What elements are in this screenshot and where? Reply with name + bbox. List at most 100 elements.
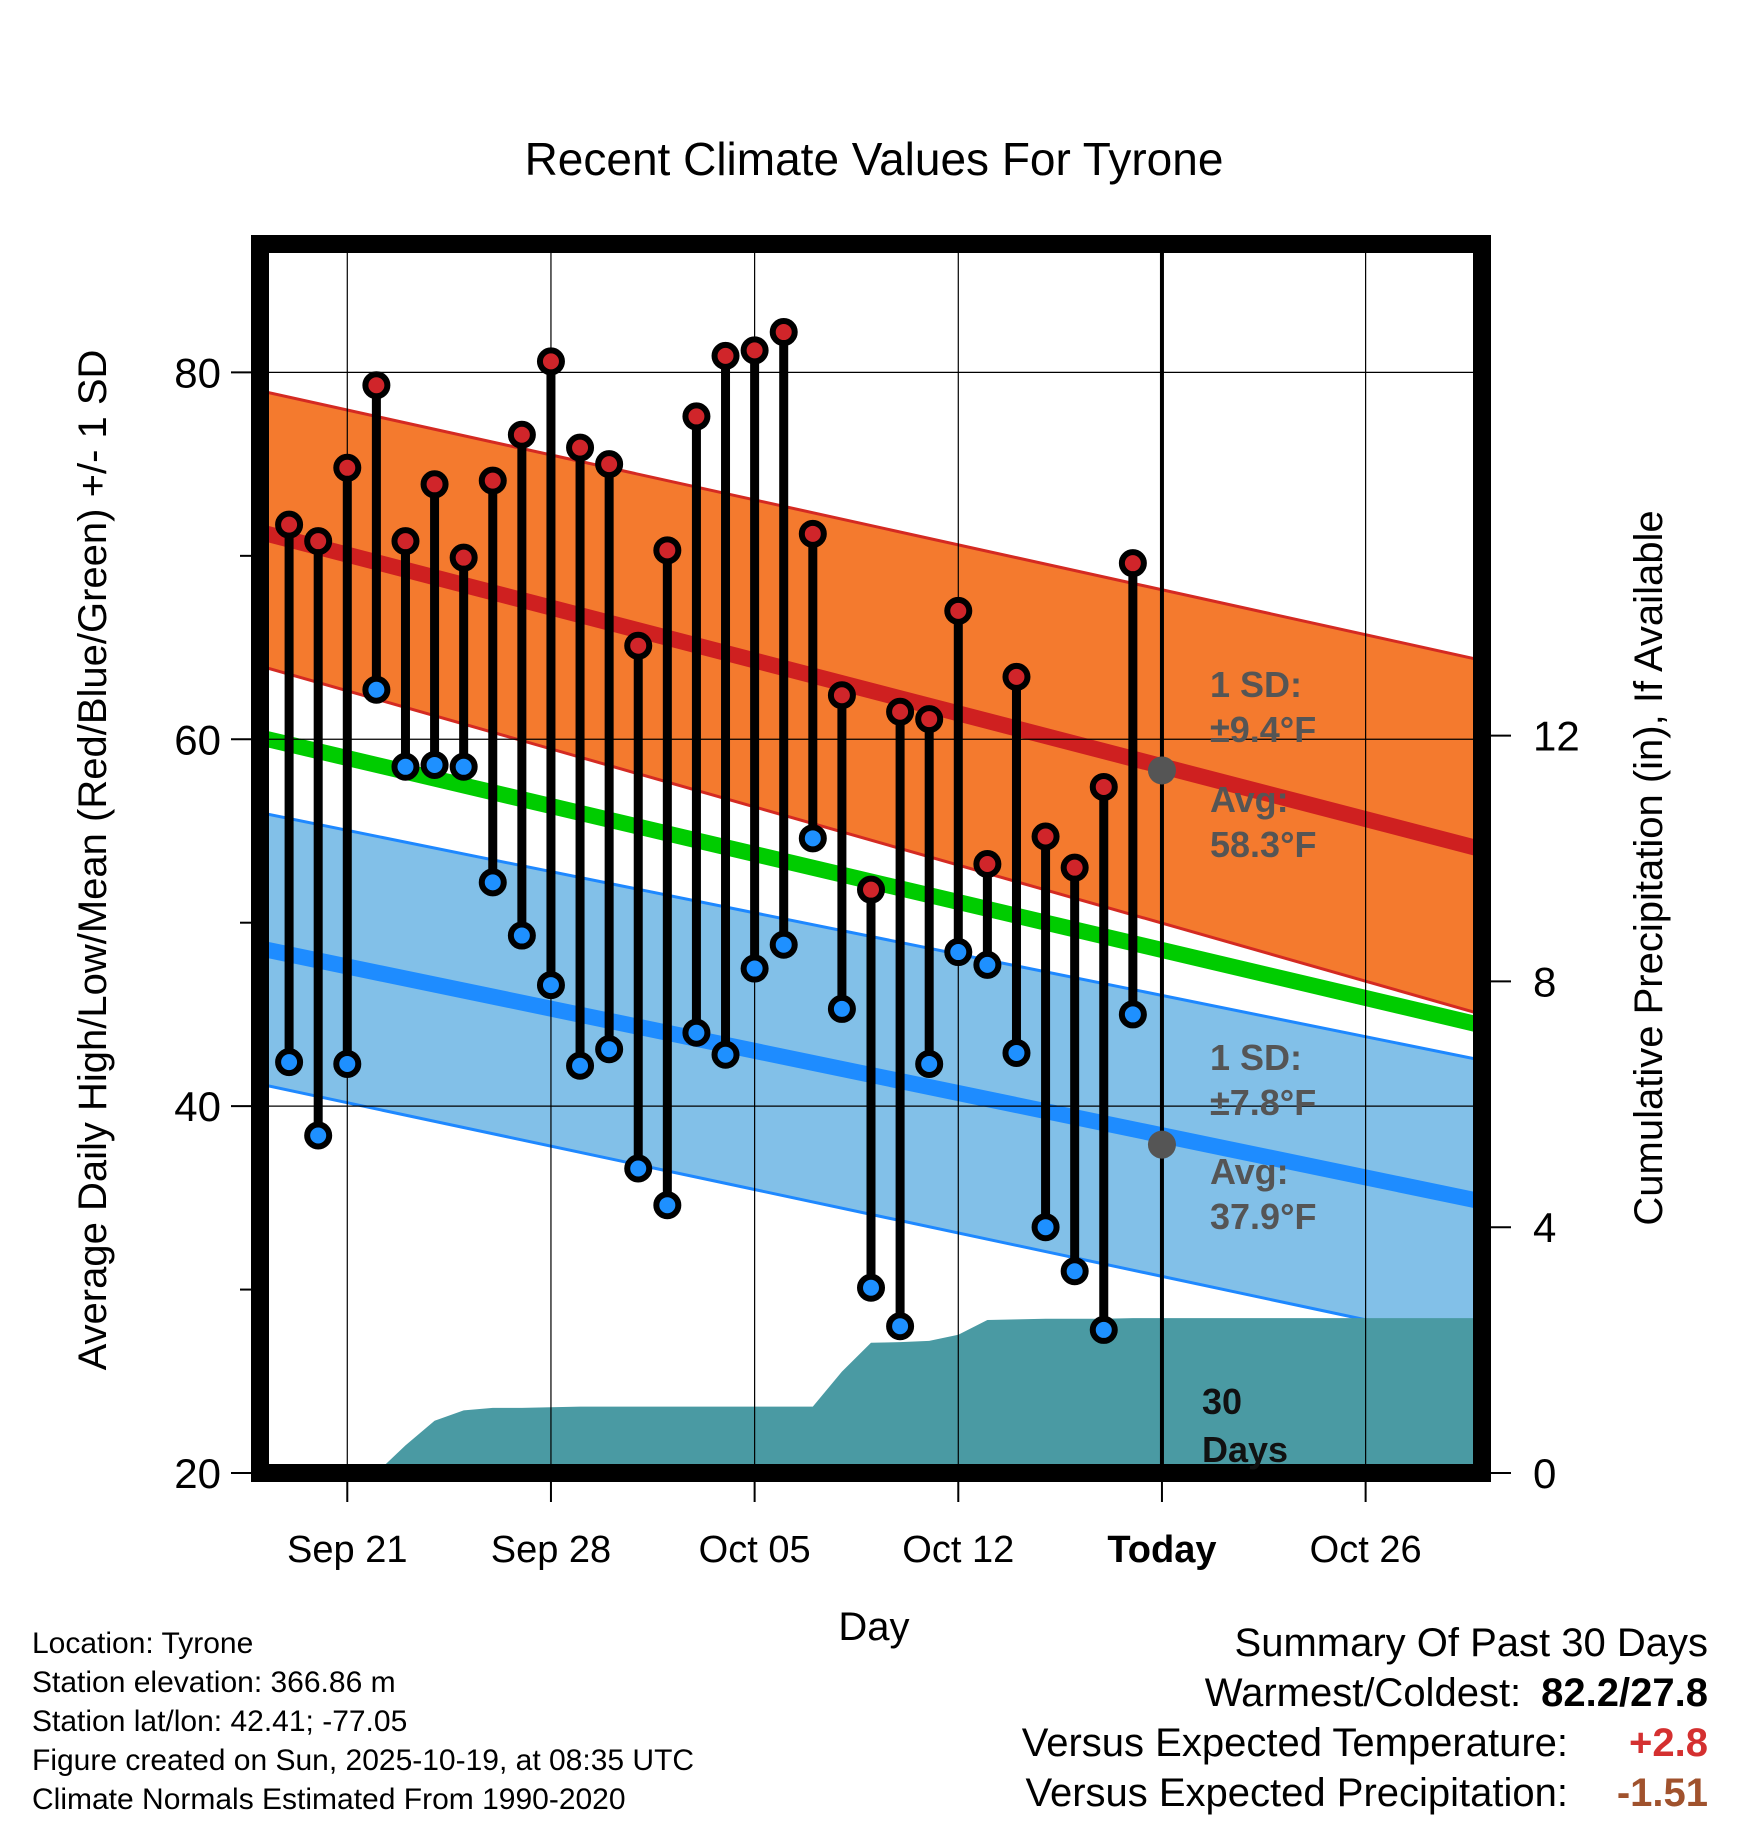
high-point: [740, 336, 769, 365]
plot-area: 20 40 60 80 0 4 8 12 Sep 21 Sep 28 Oct 05 Oct 12 Tod…: [174, 235, 1580, 1571]
temp-value: +2.8: [1629, 1721, 1708, 1765]
y-tick-label-right: 8: [1533, 958, 1556, 1005]
y-tick-label-left: 20: [174, 1450, 221, 1497]
x-tick-label: Oct 26: [1310, 1529, 1422, 1571]
summary-precip-row: Versus Expected Precipitation: -1.51: [1022, 1768, 1708, 1818]
precip-area: [376, 1318, 1482, 1473]
low-point: [304, 1121, 333, 1150]
precip-label: Versus Expected Precipitation:: [1025, 1771, 1568, 1815]
y-tick-label-right: 12: [1533, 713, 1580, 760]
chart-title: Recent Climate Values For Tyrone: [525, 133, 1224, 185]
high-point: [798, 519, 827, 548]
low-point: [566, 1051, 595, 1080]
low-point: [1060, 1257, 1089, 1286]
normals-text: Climate Normals Estimated From 1990-2020: [32, 1783, 626, 1816]
low-point: [536, 971, 565, 1000]
low-sd-label: 1 SD:: [1210, 1037, 1302, 1078]
high-point: [304, 527, 333, 556]
high-point: [536, 347, 565, 376]
low-avg-value: 37.9°F: [1210, 1196, 1316, 1237]
x-tick-label: Oct 05: [699, 1529, 811, 1571]
low-point: [740, 954, 769, 983]
high-point: [653, 536, 682, 565]
high-avg-label: Avg:: [1210, 779, 1289, 820]
low-point: [507, 921, 536, 950]
high-point: [391, 527, 420, 556]
low-point: [1089, 1315, 1118, 1344]
created-text: Figure created on Sun, 2025-10-19, at 08…: [32, 1744, 695, 1777]
high-point: [449, 543, 478, 572]
high-point: [1031, 822, 1060, 851]
y-tick-label-left: 80: [174, 349, 221, 396]
low-point: [915, 1049, 944, 1078]
latlon-text: Station lat/lon: 42.41; -77.05: [32, 1705, 408, 1738]
low-point: [682, 1018, 711, 1047]
precip-value: -1.51: [1616, 1771, 1708, 1815]
high-point: [595, 450, 624, 479]
low-point: [449, 752, 478, 781]
high-point: [1118, 549, 1147, 578]
high-point: [1089, 772, 1118, 801]
low-point: [798, 824, 827, 853]
high-sd-band-upper-edge: [260, 389, 1482, 662]
today-low-avg-marker: [1147, 1130, 1176, 1159]
y-tick-label-left: 60: [174, 716, 221, 763]
high-point: [1002, 662, 1031, 691]
y-axis-left-label: Average Daily High/Low/Mean (Red/Blue/Gr…: [71, 350, 115, 1371]
warmest-label: Warmest/Coldest:: [1204, 1671, 1522, 1715]
high-point: [333, 453, 362, 482]
elevation-text: Station elevation: 366.86 m: [32, 1666, 396, 1699]
x-tick-label: Sep 21: [287, 1529, 407, 1571]
temp-label: Versus Expected Temperature:: [1021, 1721, 1568, 1765]
high-point: [886, 697, 915, 726]
high-sd-band: [260, 390, 1482, 1015]
low-point: [973, 950, 1002, 979]
high-sd-value: ±9.4°F: [1210, 709, 1316, 750]
high-point: [827, 681, 856, 710]
y-axis-right-label: Cumulative Precipitation (in), If Availa…: [1627, 510, 1671, 1225]
location-text: Location: Tyrone: [32, 1627, 254, 1660]
high-sd-label: 1 SD:: [1210, 664, 1302, 705]
low-point: [653, 1191, 682, 1220]
high-point: [624, 631, 653, 660]
y-tick-label-right: 4: [1533, 1204, 1556, 1251]
low-point: [275, 1048, 304, 1077]
high-point: [711, 341, 740, 370]
high-point: [507, 420, 536, 449]
low-point: [391, 752, 420, 781]
annotations: 1 SD: ±9.4°F Avg: 58.3°F 1 SD: ±7.8°F Av…: [1202, 664, 1316, 1470]
low-point: [333, 1049, 362, 1078]
y-tick-label-left: 40: [174, 1083, 221, 1130]
low-point: [944, 938, 973, 967]
low-sd-value: ±7.8°F: [1210, 1082, 1316, 1123]
low-point: [478, 868, 507, 897]
low-point: [595, 1035, 624, 1064]
today-high-avg-marker: [1147, 756, 1176, 785]
summary-heading: Summary Of Past 30 Days: [1234, 1621, 1708, 1665]
plot-contents: [260, 244, 1482, 1473]
high-point: [275, 510, 304, 539]
high-point: [420, 470, 449, 499]
x-tick-label: Today: [1107, 1529, 1216, 1571]
period-number: 30: [1202, 1381, 1242, 1422]
low-point: [1002, 1038, 1031, 1067]
low-point: [624, 1154, 653, 1183]
low-point: [1118, 1000, 1147, 1029]
summary-temp-row: Versus Expected Temperature: +2.8: [1022, 1718, 1708, 1768]
x-tick-label: Sep 28: [491, 1529, 611, 1571]
summary-panel: Summary Of Past 30 Days Warmest/Coldest:…: [1022, 1618, 1708, 1818]
x-tick-label: Oct 12: [902, 1529, 1014, 1571]
high-point: [973, 850, 1002, 879]
warmest-value: 82.2/27.8: [1541, 1671, 1708, 1715]
low-point: [1031, 1213, 1060, 1242]
low-point: [857, 1273, 885, 1302]
low-point: [827, 994, 856, 1023]
high-point: [915, 705, 944, 734]
high-point: [1060, 853, 1089, 882]
plot-frame: [251, 235, 1491, 1482]
low-point: [711, 1040, 740, 1069]
low-point: [769, 930, 798, 959]
summary-warmest-row: Warmest/Coldest: 82.2/27.8: [1022, 1668, 1708, 1718]
x-axis-label: Day: [838, 1605, 909, 1649]
